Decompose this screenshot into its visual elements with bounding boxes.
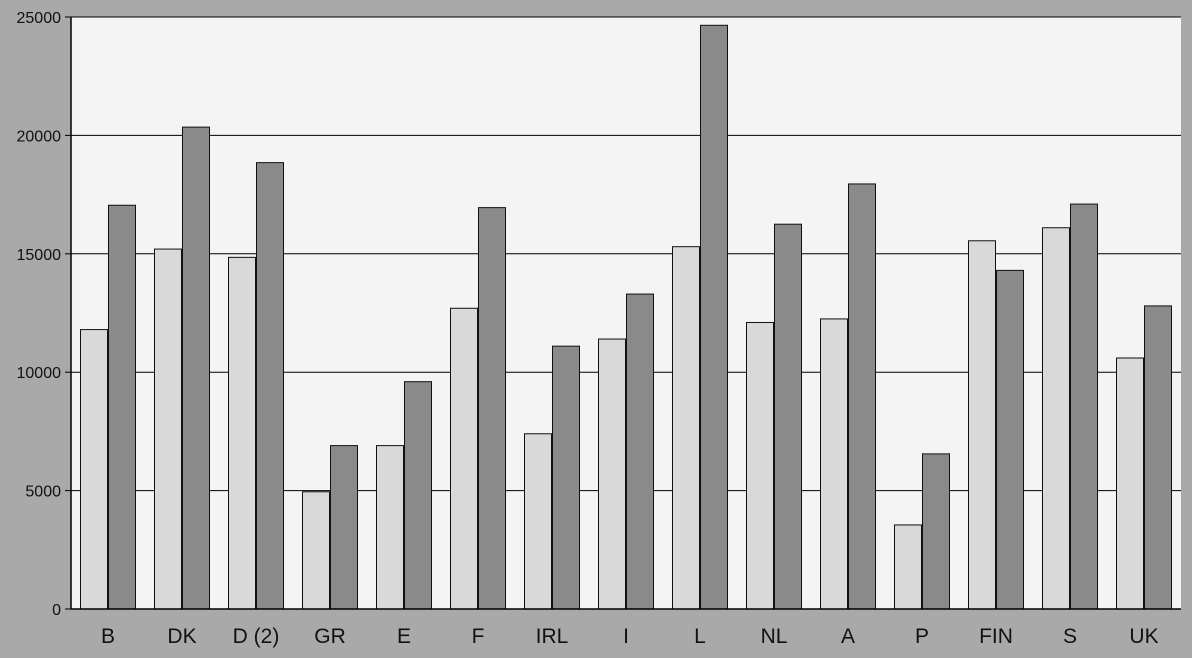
bar-f-s2 xyxy=(478,207,506,610)
y-tick-labels: 0 5000 10000 15000 20000 25000 xyxy=(17,10,62,619)
bar-e-s2 xyxy=(404,381,432,610)
bar-gr-s1 xyxy=(302,491,330,610)
x-tick-labels: B DK D (2) GR E F IRL I L NL A P FIN S UK xyxy=(101,625,1159,648)
bar-s-s1 xyxy=(1042,227,1070,610)
bar-a-s1 xyxy=(820,318,848,610)
x-tick-label: DK xyxy=(167,625,196,648)
bar-uk-s1 xyxy=(1116,357,1144,610)
x-tick-label: NL xyxy=(761,625,788,648)
bar-d2-s2 xyxy=(256,162,284,610)
x-tick-label: I xyxy=(623,625,629,648)
x-tick-label: FIN xyxy=(979,625,1013,648)
bar-b-s2 xyxy=(108,204,136,610)
x-tick-label: P xyxy=(915,625,929,648)
x-tick-label: D (2) xyxy=(233,625,280,648)
x-tick-label: F xyxy=(472,625,485,648)
bar-l-s1 xyxy=(672,246,700,610)
y-tick-label: 10000 xyxy=(17,365,62,382)
bar-f-s1 xyxy=(450,307,478,610)
bar-p-s1 xyxy=(894,524,922,610)
bar-e-s1 xyxy=(376,445,404,610)
x-tick-label: UK xyxy=(1129,625,1158,648)
x-tick-label: B xyxy=(101,625,115,648)
bar-dk-s1 xyxy=(154,248,182,610)
y-tick-label: 20000 xyxy=(17,128,62,145)
bar-fin-s2 xyxy=(996,269,1024,610)
y-tick-label: 0 xyxy=(52,602,61,619)
bar-i-s2 xyxy=(626,293,654,610)
bar-i-s1 xyxy=(598,338,626,610)
bar-uk-s2 xyxy=(1144,305,1172,610)
x-tick-label: IRL xyxy=(536,625,569,648)
bar-gr-s2 xyxy=(330,445,358,610)
bar-p-s2 xyxy=(922,453,950,610)
bar-nl-s2 xyxy=(774,223,802,610)
bar-nl-s1 xyxy=(746,321,774,610)
y-tick-label: 25000 xyxy=(17,10,62,27)
axes xyxy=(65,16,1181,610)
bar-b-s1 xyxy=(80,329,108,610)
bar-irl-s1 xyxy=(524,433,552,610)
x-tick-label: S xyxy=(1063,625,1077,648)
x-tick-label: L xyxy=(694,625,706,648)
bar-dk-s2 xyxy=(182,126,210,610)
x-tick-label: A xyxy=(841,625,855,648)
x-tick-label: E xyxy=(397,625,411,648)
bar-irl-s2 xyxy=(552,345,580,610)
x-tick-label: GR xyxy=(314,625,346,648)
bar-a-s2 xyxy=(848,183,876,610)
bar-s-s2 xyxy=(1070,203,1098,610)
y-tick-label: 15000 xyxy=(17,247,62,264)
bar-l-s2 xyxy=(700,24,728,610)
bar-fin-s1 xyxy=(968,240,996,610)
bar-d2-s1 xyxy=(228,256,256,610)
y-tick-label: 5000 xyxy=(25,484,61,501)
